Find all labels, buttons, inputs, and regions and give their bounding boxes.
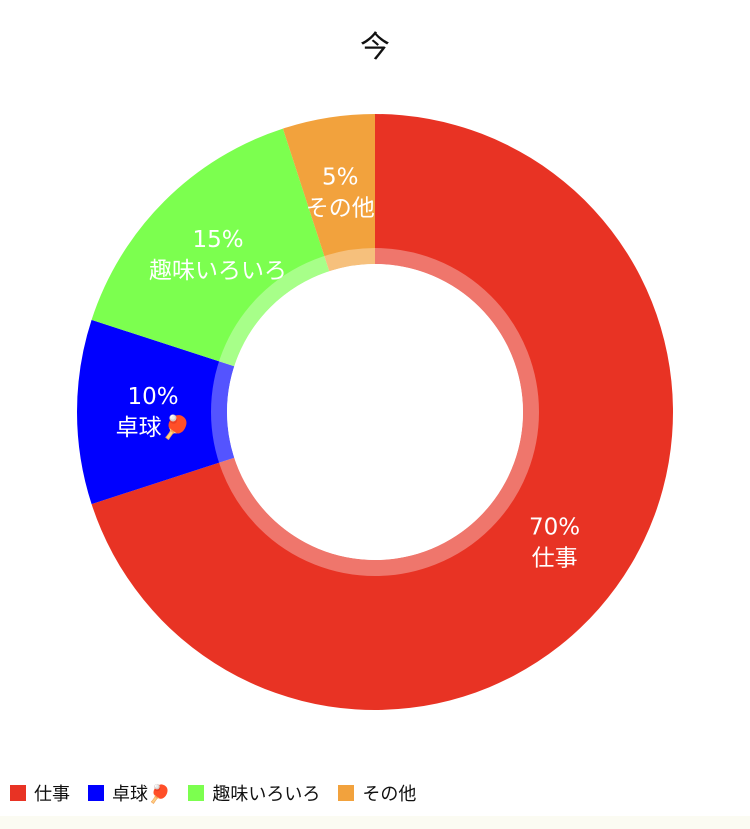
legend-swatch-work xyxy=(10,785,26,801)
slice-hobbies xyxy=(91,128,330,367)
legend-label-other: その他 xyxy=(362,784,417,805)
slice-percent-table-tennis: 10% xyxy=(127,384,178,410)
legend-item-table-tennis: 卓球🏓 xyxy=(88,780,170,806)
legend-swatch-table-tennis xyxy=(88,785,104,801)
slice-category-work: 仕事 xyxy=(532,545,578,571)
slice-percent-hobbies: 15% xyxy=(192,227,243,253)
slice-label-work: 70% 仕事 xyxy=(529,514,580,571)
chart-slice-labels: 70% 仕事 10%卓球🏓 15% 趣味いろいろ 5% その他 xyxy=(116,165,580,572)
legend-item-hobbies: 趣味いろいろ xyxy=(188,780,320,806)
donut-hole xyxy=(227,264,523,560)
slice-table-tennis xyxy=(76,319,235,505)
slice-label-hobbies: 15% 趣味いろいろ xyxy=(149,227,287,284)
slice-label-table-tennis: 10%卓球🏓 xyxy=(116,384,191,441)
slice-category-hobbies: 趣味いろいろ xyxy=(149,258,287,284)
slice-percent-work: 70% xyxy=(529,514,580,540)
inner-highlight-ring xyxy=(211,248,539,576)
chart-title: 今 xyxy=(360,30,390,65)
chart-slices xyxy=(76,114,673,710)
legend-item-other: その他 xyxy=(338,780,416,806)
donut-chart: 70% 仕事 10%卓球🏓 15% 趣味いろいろ 5% その他 xyxy=(76,114,673,710)
legend-label-hobbies: 趣味いろいろ xyxy=(212,784,321,805)
legend-swatch-other xyxy=(338,785,355,801)
legend-label-work: 仕事 xyxy=(34,784,70,805)
slice-label-other: 5% その他 xyxy=(306,165,375,222)
legend-item-work: 仕事 xyxy=(10,780,70,806)
slice-category-other: その他 xyxy=(306,196,375,222)
slice-work xyxy=(91,114,673,710)
slice-category-table-tennis: 卓球🏓 xyxy=(116,412,191,441)
legend-swatch-hobbies xyxy=(188,785,205,801)
bottom-strip xyxy=(0,816,750,829)
chart-legend: 仕事 卓球🏓 趣味いろいろ その他 xyxy=(10,781,416,805)
legend-label-table-tennis: 卓球🏓 xyxy=(112,784,171,805)
slice-percent-other: 5% xyxy=(322,165,359,191)
slice-other xyxy=(282,114,375,272)
